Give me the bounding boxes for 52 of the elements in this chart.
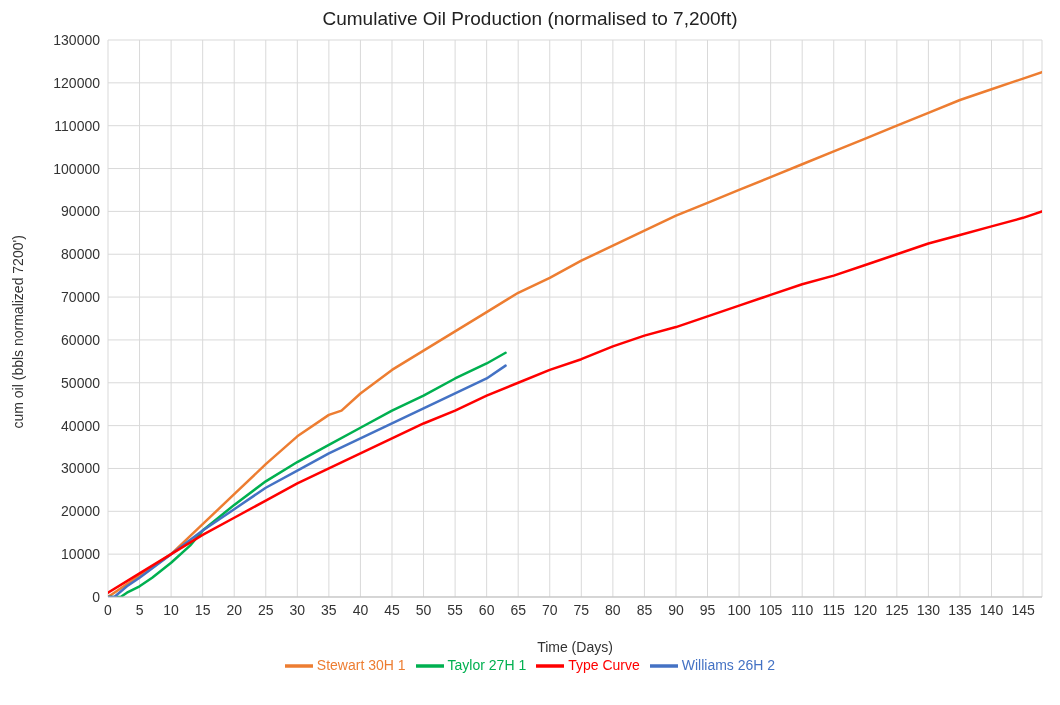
y-tick-label: 80000 xyxy=(61,246,101,263)
x-tick-label: 80 xyxy=(605,601,621,618)
line-series xyxy=(108,210,1042,594)
x-tick-label: 105 xyxy=(758,601,783,618)
legend-label: Taylor 27H 1 xyxy=(447,656,527,673)
x-tick-label: 55 xyxy=(447,601,464,618)
y-tick-label: 130000 xyxy=(53,31,101,48)
x-tick-label: 50 xyxy=(415,601,432,618)
x-tick-label: 110 xyxy=(791,601,814,618)
legend-label: Williams 26H 2 xyxy=(681,656,776,673)
x-tick-label: 145 xyxy=(1011,601,1035,618)
x-tick-label: 10 xyxy=(163,601,180,618)
x-tick-label: 60 xyxy=(478,601,495,618)
y-tick-label: 90000 xyxy=(61,203,101,220)
x-tick-label: 0 xyxy=(104,601,113,618)
x-tick-label: 115 xyxy=(822,601,846,618)
x-tick-label: 15 xyxy=(194,601,211,618)
x-tick-label: 5 xyxy=(135,601,144,618)
x-tick-label: 25 xyxy=(257,601,274,618)
x-tick-label: 125 xyxy=(885,601,909,618)
y-tick-label: 20000 xyxy=(61,503,101,520)
x-tick-label: 100 xyxy=(727,601,751,618)
y-tick-label: 110000 xyxy=(54,117,101,134)
y-tick-label: 10000 xyxy=(61,546,101,563)
y-tick-label: 40000 xyxy=(61,417,101,434)
y-tick-label: 0 xyxy=(92,588,101,605)
y-tick-label: 120000 xyxy=(53,74,101,91)
legend-label: Stewart 30H 1 xyxy=(316,656,406,673)
y-tick-label: 30000 xyxy=(61,460,101,477)
x-tick-label: 95 xyxy=(699,601,716,618)
y-tick-label: 100000 xyxy=(53,160,101,177)
x-tick-label: 40 xyxy=(352,601,369,618)
legend-label: Type Curve xyxy=(568,656,640,673)
x-tick-label: 30 xyxy=(289,601,306,618)
y-tick-label: 60000 xyxy=(61,331,101,348)
x-tick-label: 45 xyxy=(384,601,400,618)
x-tick-label: 20 xyxy=(226,601,243,618)
x-tick-label: 85 xyxy=(636,601,653,618)
x-tick-label: 70 xyxy=(541,601,558,618)
y-tick-label: 50000 xyxy=(61,374,101,391)
x-tick-label: 140 xyxy=(979,601,1004,618)
chart-title: Cumulative Oil Production (normalised to 7,200ft) xyxy=(321,8,739,30)
x-tick-label: 35 xyxy=(321,601,337,618)
x-tick-label: 120 xyxy=(853,601,878,618)
x-tick-label: 130 xyxy=(916,601,941,618)
y-tick-label: 70000 xyxy=(61,289,101,306)
y-axis-title: cum oil (bbls normalized 7200') xyxy=(9,235,26,429)
x-tick-label: 65 xyxy=(510,601,527,618)
x-axis-title: Time (Days) xyxy=(537,639,613,655)
x-tick-label: 90 xyxy=(668,601,684,618)
x-tick-label: 75 xyxy=(573,601,590,618)
x-tick-label: 135 xyxy=(948,601,972,618)
